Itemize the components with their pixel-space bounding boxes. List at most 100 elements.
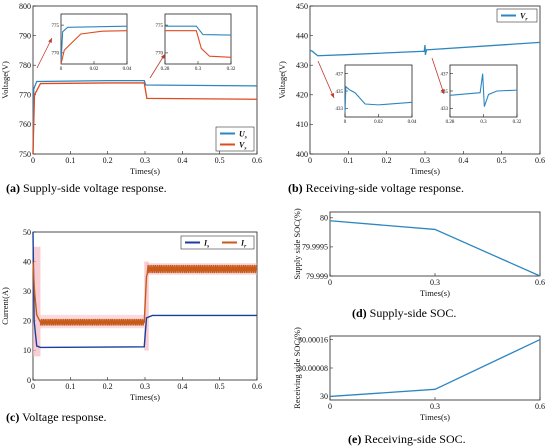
chart-b-x-tick-label: 0.6: [535, 156, 545, 165]
chart-a-inset-2-plot-frame: [164, 13, 232, 65]
chart-b-inset-1-y-tick-label: 433: [336, 107, 344, 112]
chart-a-y-tick-label: 750: [19, 150, 31, 159]
chart-b-x-tick-label: 0.2: [382, 156, 392, 165]
chart-d-plot-area: [329, 220, 541, 277]
chart-c-axes: 0 0.1 0.2 0.3 0.4 0.5 0.6 0 10 20 30 40 50: [23, 228, 262, 391]
chart-a-inset-1-x-tick-label: 0.02: [90, 67, 99, 72]
chart-b-inset-1-x-tick-label: 0: [344, 120, 347, 125]
chart-a-x-tick-label: 0.6: [252, 156, 262, 165]
chart-a-series-line-2: [32, 82, 258, 155]
chart-e-axes: 0 0.3 0.6 30 30.00008 30.00016: [298, 335, 545, 411]
chart-b-inset-1-x-tick-label: 0.02: [374, 120, 383, 125]
caption-e: (e) Receiving-side SOC.: [348, 432, 466, 446]
chart-a-zoom-arrow-2-head: [160, 54, 165, 59]
chart-b-y-tick-label: 410: [296, 120, 308, 129]
chart-d-x-tick-label: 0.6: [535, 278, 545, 287]
chart-e-plot-area: [329, 338, 541, 398]
chart-b-y-axis-label: Voltage(V): [277, 61, 287, 99]
chart-e-x-tick-label: 0.6: [535, 402, 545, 411]
chart-a-plot-area: [32, 79, 258, 155]
chart-a-legend-label: Vs: [239, 141, 246, 152]
chart-b-x-tick-label: 0.4: [458, 156, 468, 165]
chart-a-inset-1-x-tick-label: 0: [60, 67, 63, 72]
chart-e-y-axis-label: Receiving side SOC(%): [292, 327, 302, 409]
chart-a-series-line-1: [32, 79, 258, 155]
chart-b-inset-2-y-tick-label: 433: [441, 107, 449, 112]
chart-a-zoom-arrow-1-head: [48, 38, 52, 43]
chart-b-x-tick-label: 0: [308, 156, 312, 165]
chart-c-x-tick-label: 0: [31, 382, 35, 391]
chart-b-inset-1-plot-frame: [344, 64, 413, 118]
chart-a-inset-1-plot-area: [60, 25, 128, 65]
caption-c: (c) Voltage response.: [6, 410, 107, 424]
chart-c-y-tick-label: 50: [23, 228, 31, 237]
chart-e-y-tick-label: 30.00008: [298, 364, 328, 373]
chart-a-x-tick-label: 0.5: [215, 156, 225, 165]
chart-a-inset-1-y-tick-label: 770: [52, 52, 60, 57]
chart-d-y-tick-label: 80: [320, 214, 328, 223]
chart-a-x-tick-label: 0: [31, 156, 35, 165]
chart-c-series-line-1: [32, 231, 257, 349]
chart-a-x-tick-label: 0.3: [140, 156, 150, 165]
chart-a-inset-1-axes: 0 0.02 0.04 770 775: [52, 13, 132, 72]
chart-d-y-axis-label: Supply side SOC(%): [292, 208, 302, 279]
chart-a-inset-2-x-tick-label: 0.3: [195, 67, 202, 72]
chart-b-zoom-arrow-1-head: [330, 93, 334, 98]
chart-b-legend: Vr: [496, 8, 538, 23]
chart-e-y-tick-label: 30.00016: [298, 335, 328, 344]
chart-e-x-tick-label: 0: [328, 402, 332, 411]
chart-a-y-tick-label: 790: [19, 31, 31, 40]
chart-b-series-line-1: [309, 41, 541, 57]
chart-c-y-tick-label: 30: [23, 287, 31, 296]
chart-e-x-axis-label: Times(s): [420, 412, 450, 422]
chart-a-inset-2-y-tick-label: 770: [156, 52, 164, 57]
chart-b-legend-box: [496, 8, 538, 23]
chart-b-inset-2-x-tick-label: 0.3: [480, 120, 487, 125]
chart-b-inset-1-y-tick-label: 435: [336, 90, 344, 95]
chart-b-y-tick-label: 440: [296, 31, 308, 40]
chart-a-x-tick-label: 0.2: [103, 156, 113, 165]
chart-b-inset-1-x-tick-label: 0.04: [408, 120, 417, 125]
chart-b-x-tick-label: 0.5: [497, 156, 507, 165]
chart-e-plot-frame: [329, 335, 541, 401]
chart-a-inset-2-x-tick-label: 0.28: [161, 67, 170, 72]
chart-a-legend-box: [215, 126, 255, 152]
chart-b-inset-1-axes: 0 0.02 0.04 433 435 437: [336, 64, 417, 125]
caption-d: (d) Supply-side SOC.: [352, 306, 457, 320]
chart-b-legend-label: Vr: [520, 12, 528, 23]
chart-a-x-tick-label: 0.1: [65, 156, 75, 165]
chart-a-inset-1-plot-frame: [60, 13, 128, 65]
chart-b-inset-1-series-line-1: [344, 85, 413, 113]
chart-b-y-tick-label: 420: [296, 91, 308, 100]
chart-c-x-tick-label: 0.6: [252, 382, 262, 391]
chart-a-inset-2-x-tick-label: 0.32: [227, 67, 236, 72]
chart-a-zoom-arrow-2: [149, 53, 166, 79]
chart-d-y-tick-label: 79.9995: [302, 243, 328, 252]
chart-a-y-tick-label: 800: [19, 2, 31, 11]
chart-a-inset-1-series-line-2: [60, 30, 128, 65]
chart-c-legend-box: [180, 235, 255, 250]
chart-d-x-axis-label: Times(s): [420, 288, 450, 298]
chart-c-y-tick-label: 0: [27, 376, 31, 385]
chart-d-axes: 0 0.3 0.6 79.999 79.9995 80: [302, 211, 545, 287]
chart-d-x-tick-label: 0: [328, 278, 332, 287]
chart-c-x-tick-label: 0.3: [140, 382, 150, 391]
chart-b-x-tick-label: 0.3: [420, 156, 430, 165]
chart-c-x-tick-label: 0.4: [177, 382, 187, 391]
chart-c-legend-label: Ir: [240, 239, 247, 250]
chart-c-y-tick-label: 40: [23, 257, 31, 266]
chart-b-inset-2-x-tick-label: 0.32: [513, 120, 522, 125]
chart-a-y-axis-label: Voltage(V): [0, 61, 10, 99]
chart-b-inset-1-plot-area: [344, 85, 413, 113]
chart-b-y-tick-label: 400: [296, 150, 308, 159]
chart-c-series-line-2: [32, 261, 257, 323]
chart-b-y-tick-label: 430: [296, 61, 308, 70]
chart-a-legend-label: Us: [239, 130, 247, 141]
chart-d-x-tick-label: 0.3: [430, 278, 440, 287]
chart-d-plot-frame: [329, 211, 541, 277]
chart-c-legend-label: Is: [203, 239, 209, 250]
chart-a-x-axis-label: Times(s): [130, 166, 160, 176]
chart-a-inset-2-y-tick-label: 775: [156, 24, 164, 29]
